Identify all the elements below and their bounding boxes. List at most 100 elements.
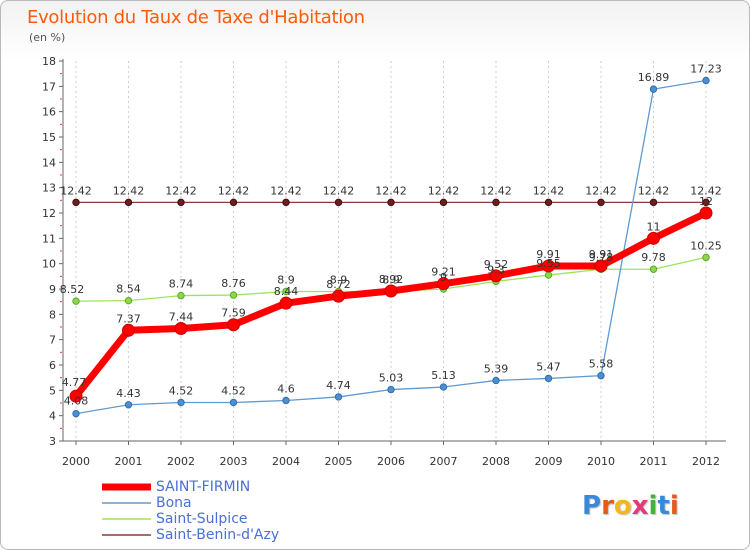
x-tick-label: 2003: [220, 455, 248, 468]
y-tick-label: 7: [49, 334, 56, 347]
x-tick-label: 2006: [377, 455, 405, 468]
y-tick-label: 16: [42, 106, 56, 119]
data-label: 4.08: [64, 395, 89, 408]
data-label: 9.91: [536, 248, 561, 261]
data-point: [387, 385, 395, 394]
data-point: [227, 318, 240, 332]
data-label: 10.25: [690, 239, 722, 252]
data-label: 4.43: [116, 387, 141, 400]
data-point: [384, 284, 398, 298]
data-point: [544, 271, 553, 279]
data-label: 5.58: [589, 358, 614, 371]
data-point: [229, 398, 238, 407]
proxiti-logo: Proxiti: [582, 491, 679, 521]
data-point: [387, 198, 395, 207]
data-label: 8.76: [221, 277, 246, 290]
data-label: 4.77: [62, 376, 87, 389]
data-point: [594, 259, 608, 273]
data-point: [597, 198, 605, 207]
data-point: [72, 198, 80, 207]
y-tick-label: 12: [42, 207, 56, 220]
data-label: 12.42: [165, 184, 197, 197]
data-point: [332, 289, 345, 303]
data-label: 12: [699, 195, 713, 208]
y-tick-label: 14: [42, 156, 56, 169]
data-label: 9: [440, 271, 447, 284]
data-label: 17.23: [690, 63, 722, 76]
logo-letter: x: [631, 491, 649, 521]
x-tick-label: 2000: [62, 455, 90, 468]
data-label: 12.42: [585, 184, 617, 197]
data-point: [649, 85, 658, 93]
data-point: [439, 198, 448, 207]
data-point: [702, 253, 710, 262]
x-tick-label: 2001: [115, 455, 143, 468]
data-label: 9.3: [487, 263, 505, 276]
legend-label: Bona: [156, 495, 192, 511]
data-label: 4.52: [221, 384, 246, 397]
data-point: [702, 198, 710, 207]
data-point: [124, 296, 133, 305]
y-tick-label: 13: [42, 182, 56, 195]
data-point: [229, 291, 238, 299]
data-label: 12.42: [60, 184, 92, 197]
data-label: 5.13: [431, 369, 456, 382]
x-tick-label: 2007: [430, 455, 458, 468]
data-point: [492, 376, 500, 385]
data-label: 12.42: [480, 184, 512, 197]
y-tick-label: 18: [42, 55, 56, 68]
y-tick-label: 15: [42, 131, 56, 144]
data-point: [177, 398, 185, 407]
data-point: [489, 269, 503, 283]
y-tick-label: 6: [49, 359, 56, 372]
x-tick-label: 2002: [167, 455, 195, 468]
data-label: 12.42: [690, 184, 722, 197]
plot-area: [63, 61, 726, 441]
data-label: 8.9: [277, 274, 295, 287]
data-point: [72, 409, 80, 418]
data-label: 9.55: [536, 257, 561, 270]
x-tick-label: 2004: [272, 455, 300, 468]
y-tick-label: 3: [49, 435, 56, 448]
logo-letter: o: [613, 491, 632, 521]
data-label: 4.6: [277, 382, 295, 395]
data-label: 12.42: [428, 184, 460, 197]
data-point: [492, 198, 500, 207]
logo-letter: P: [582, 491, 602, 521]
data-label: 8.44: [274, 285, 299, 298]
data-label: 12.42: [218, 184, 250, 197]
data-label: 5.03: [379, 372, 404, 385]
legend-label: Saint-Benin-d'Azy: [156, 527, 279, 543]
data-label: 12.42: [533, 184, 565, 197]
data-label: 9.78: [641, 251, 666, 264]
data-label: 5.39: [484, 362, 509, 375]
legend-label: Saint-Sulpice: [156, 511, 248, 527]
data-label: 5.47: [536, 360, 561, 373]
x-tick-label: 2011: [640, 455, 668, 468]
data-label: 8.9: [382, 274, 400, 287]
x-tick-label: 2009: [535, 455, 563, 468]
data-point: [177, 291, 185, 300]
data-label: 4.52: [169, 384, 194, 397]
data-point: [544, 374, 553, 383]
data-point: [439, 383, 448, 391]
x-tick-label: 2008: [482, 455, 510, 468]
data-point: [282, 198, 290, 207]
data-point: [334, 198, 343, 207]
data-point: [597, 371, 605, 380]
logo-letter: r: [601, 491, 614, 521]
logo-letter: i: [669, 491, 679, 521]
chart-subtitle: (en %): [29, 31, 66, 44]
logo-letter: t: [657, 491, 670, 521]
data-point: [124, 401, 133, 409]
data-label: 8.74: [169, 278, 194, 291]
y-tick-label: 8: [49, 308, 56, 321]
y-tick-label: 9: [49, 283, 56, 296]
data-point: [229, 198, 238, 207]
data-label: 7.59: [221, 307, 246, 320]
legend-label: SAINT-FIRMIN: [156, 479, 250, 495]
data-point: [124, 198, 133, 207]
data-label: 12.42: [113, 184, 145, 197]
